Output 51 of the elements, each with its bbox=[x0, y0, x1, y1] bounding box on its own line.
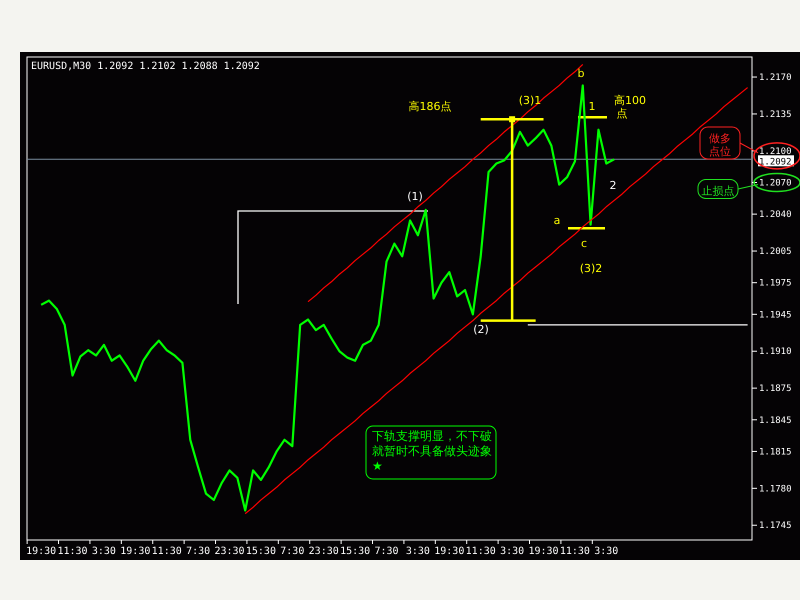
annotation: 2 bbox=[610, 179, 616, 192]
x-tick-label: 3:30 bbox=[92, 546, 116, 557]
x-tick-label: 23:30 bbox=[308, 546, 339, 557]
annotation: (3)1 bbox=[518, 94, 542, 107]
annotation: 高186点 bbox=[408, 100, 452, 113]
annotation: 下轨支撑明显，不下破就暂时不具备做头迹象★ bbox=[372, 429, 492, 473]
x-tick-label: 11:30 bbox=[560, 546, 590, 557]
x-tick-label: 11:30 bbox=[466, 546, 496, 557]
line-series bbox=[40, 84, 616, 512]
y-tick-label: 1.2040 bbox=[759, 210, 792, 220]
x-tick-label: 19:30 bbox=[120, 546, 150, 557]
x-tick-label: 19:30 bbox=[26, 546, 56, 557]
y-tick-label: 1.2170 bbox=[759, 73, 792, 84]
ref-line-label: 1.2092 bbox=[759, 157, 792, 168]
y-tick-label: 1.2070 bbox=[759, 178, 792, 188]
annotation: c bbox=[580, 237, 588, 250]
annotation: (3)2 bbox=[580, 262, 602, 275]
x-tick-label: 3:30 bbox=[500, 546, 524, 557]
y-tick-label: 1.1875 bbox=[759, 384, 792, 394]
annotation: 高100点 bbox=[614, 94, 646, 120]
x-tick-label: 19:30 bbox=[434, 546, 464, 557]
y-tick-label: 1.2005 bbox=[759, 247, 792, 258]
x-tick-label: 15:30 bbox=[246, 546, 276, 557]
annotation: (1) bbox=[407, 190, 423, 203]
y-tick-label: 1.2100 bbox=[759, 146, 792, 157]
x-tick-label: 3:30 bbox=[406, 546, 430, 557]
annotation: a bbox=[554, 214, 560, 227]
y-tick-label: 1.1845 bbox=[759, 416, 792, 426]
annotation: 做多点位 bbox=[709, 132, 731, 158]
y-tick-label: 1.1910 bbox=[759, 347, 792, 358]
x-tick-label: 11:30 bbox=[57, 546, 88, 557]
x-tick-label: 7:30 bbox=[374, 546, 399, 557]
x-tick-label: 15:30 bbox=[340, 546, 370, 557]
x-tick-label: 19:30 bbox=[528, 546, 559, 557]
annotation: 止损点 bbox=[702, 184, 734, 198]
x-tick-label: 7:30 bbox=[186, 546, 210, 557]
x-tick-label: 11:30 bbox=[152, 546, 182, 557]
x-tick-label: 3:30 bbox=[594, 546, 618, 557]
x-tick-label: 7:30 bbox=[280, 546, 304, 557]
y-tick-label: 1.2135 bbox=[759, 110, 792, 120]
annotation: b bbox=[578, 67, 585, 80]
y-tick-label: 1.1975 bbox=[759, 278, 792, 289]
annotation: 1 bbox=[588, 100, 596, 113]
x-tick-label: 23:30 bbox=[214, 546, 245, 557]
line-series bbox=[244, 86, 748, 514]
y-tick-label: 1.1780 bbox=[759, 484, 792, 494]
chart-title: EURUSD,M30 1.2092 1.2102 1.2088 1.2092 bbox=[31, 61, 260, 72]
annotation: (2) bbox=[473, 323, 489, 336]
y-tick-label: 1.1945 bbox=[759, 310, 792, 320]
y-tick-label: 1.1815 bbox=[759, 447, 792, 458]
y-tick-label: 1.1745 bbox=[759, 521, 792, 532]
